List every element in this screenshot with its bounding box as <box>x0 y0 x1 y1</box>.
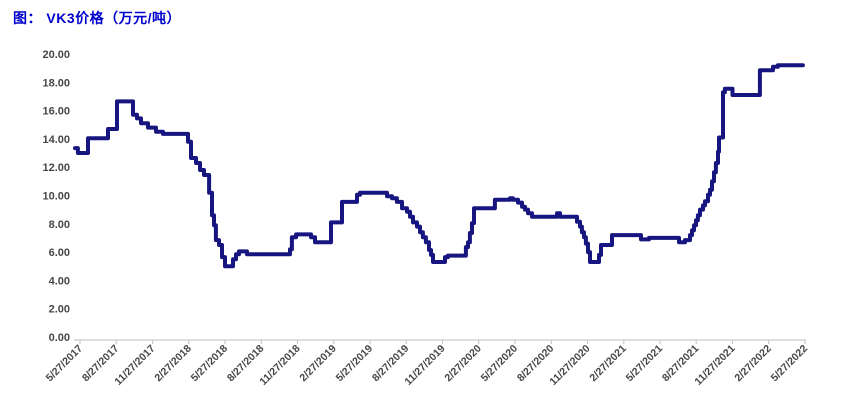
x-axis-tick-label: 2/27/2021 <box>587 343 629 385</box>
y-axis-tick-label: 14.00 <box>42 134 70 146</box>
x-axis-tick-label: 2/27/2022 <box>732 343 774 385</box>
x-axis-tick-label: 2/27/2020 <box>442 343 484 385</box>
x-axis-tick-label: 5/27/2022 <box>769 343 811 385</box>
y-axis-tick-label: 18.00 <box>42 77 70 89</box>
x-axis-tick-label: 5/27/2017 <box>44 343 86 385</box>
y-axis-tick-label: 16.00 <box>42 106 70 118</box>
x-axis-tick-label: 5/27/2020 <box>479 343 521 385</box>
x-axis-tick-label: 5/27/2021 <box>624 343 666 385</box>
x-axis-tick-label: 5/27/2018 <box>189 343 231 385</box>
x-axis-tick-label: 5/27/2019 <box>334 343 376 385</box>
y-axis-tick-label: 8.00 <box>49 219 70 231</box>
x-axis-tick-label: 2/27/2018 <box>152 343 194 385</box>
y-axis-tick-label: 2.00 <box>49 304 70 316</box>
chart-title: 图： VK3价格（万元/吨） <box>13 10 182 26</box>
x-axis-tick-label: 2/27/2019 <box>297 343 339 385</box>
y-axis-tick-label: 12.00 <box>42 162 70 174</box>
price-series-line <box>73 63 805 269</box>
y-axis-tick-label: 20.00 <box>42 49 70 61</box>
y-axis-tick-label: 6.00 <box>49 247 70 259</box>
y-axis-tick-label: 4.00 <box>49 275 70 287</box>
y-axis-tick-label: 0.00 <box>49 332 70 344</box>
y-axis-tick-label: 10.00 <box>42 191 70 203</box>
